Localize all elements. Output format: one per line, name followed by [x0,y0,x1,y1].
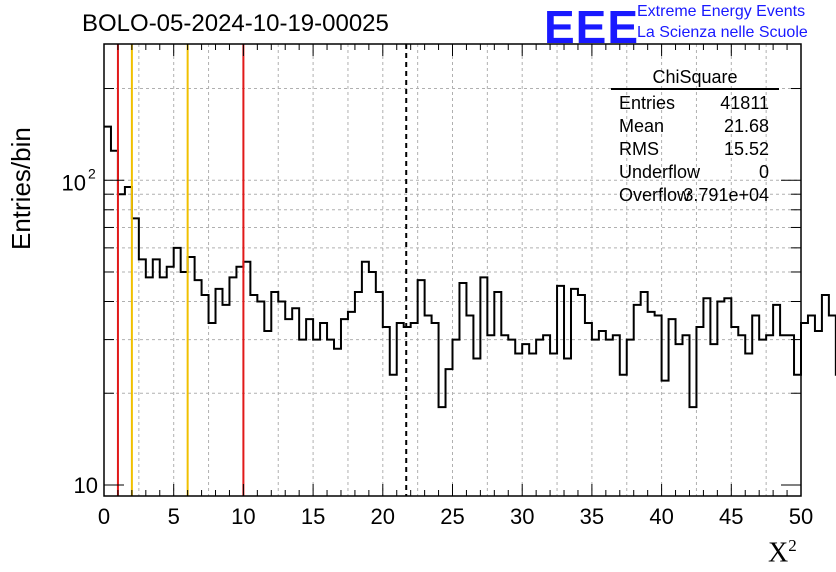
x-tick-label: 20 [371,504,395,529]
logo-subtitle-2: La Scienza nelle Scuole [637,24,808,41]
x-tick-label: 35 [580,504,604,529]
stats-row-mean: Mean 21.68 [619,116,769,136]
histogram-series-line [104,125,836,409]
x-tick-label: 0 [98,504,110,529]
x-tick-label: 45 [719,504,743,529]
logo-subtitle-1: Extreme Energy Events [637,3,806,20]
x-tick-label: 25 [440,504,464,529]
y-axis-label: Entries/bin [6,127,36,250]
stats-title: ChiSquare [611,66,779,90]
x-tick-label: 5 [168,504,180,529]
x-tick-label: 30 [510,504,534,529]
y-tick-label: 10 [74,473,98,498]
x-tick-label: 50 [789,504,813,529]
x-tick-label: 10 [231,504,255,529]
y-tick-label: 10 [62,170,86,195]
stats-row-rms: RMS 15.52 [619,139,769,159]
x-axis-label: X2 [768,536,797,569]
y-tick-label-exponent: 2 [88,165,96,181]
stats-row-underflow: Underflow 0 [619,162,769,182]
x-tick-label: 15 [301,504,325,529]
stats-row-overflow: Overflow 3.791e+04 [619,185,769,205]
histogram-title: BOLO-05-2024-10-19-00025 [82,10,389,37]
x-tick-label: 40 [649,504,673,529]
stats-box: ChiSquare Entries 41811 Mean 21.68 RMS 15.5… [611,66,779,207]
eee-logo: EEE [544,1,640,53]
stats-row-entries: Entries 41811 [619,93,769,113]
